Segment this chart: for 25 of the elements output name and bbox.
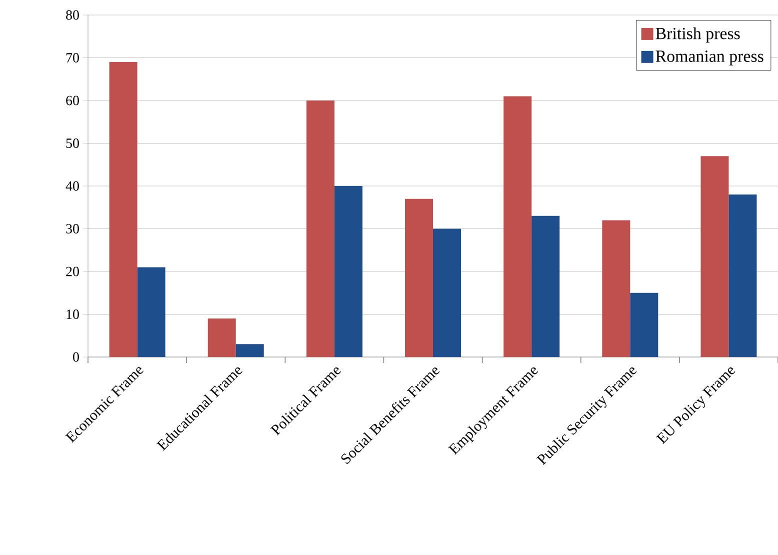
bar bbox=[728, 194, 757, 357]
bar bbox=[334, 186, 362, 357]
bar bbox=[306, 100, 334, 357]
bar bbox=[405, 198, 434, 357]
bar bbox=[236, 344, 264, 357]
legend-label: Romanian press bbox=[656, 50, 764, 66]
y-tick-label: 70 bbox=[66, 53, 79, 62]
y-tick-label: 60 bbox=[66, 96, 79, 106]
bar bbox=[602, 220, 630, 357]
bar bbox=[137, 267, 166, 357]
y-tick-label: 30 bbox=[66, 224, 79, 234]
y-tick-label: 0 bbox=[73, 352, 79, 362]
bar bbox=[532, 216, 560, 357]
bar bbox=[208, 318, 236, 357]
y-tick-label: 40 bbox=[66, 181, 79, 191]
bar bbox=[700, 156, 729, 357]
y-tick-label: 80 bbox=[66, 10, 79, 20]
legend-label: British press bbox=[656, 27, 740, 43]
y-tick-label: 20 bbox=[66, 266, 79, 276]
bar bbox=[109, 62, 138, 357]
y-tick-label: 50 bbox=[66, 138, 79, 148]
bar bbox=[630, 292, 658, 357]
bar bbox=[433, 228, 462, 357]
bar bbox=[504, 96, 532, 357]
y-tick-label: 10 bbox=[66, 310, 79, 319]
